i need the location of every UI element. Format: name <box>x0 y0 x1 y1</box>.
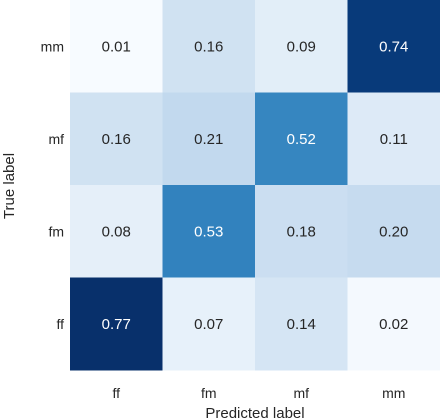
heatmap-cell <box>255 277 348 371</box>
heatmap-cell <box>347 0 440 93</box>
heatmap-cell <box>70 185 163 278</box>
cell-value-label: 0.53 <box>194 223 223 240</box>
heatmap-cell <box>70 277 163 371</box>
heatmap-cell <box>162 0 256 93</box>
cell-value-label: 0.21 <box>194 131 223 148</box>
cell-value-label: 0.16 <box>102 131 131 148</box>
heatmap-cell <box>347 277 440 371</box>
y-tick-label: fm <box>48 223 64 239</box>
heatmap-cell <box>162 277 256 371</box>
y-tick-label: mm <box>41 38 64 54</box>
x-axis-ticks: ff fm mf mm <box>112 385 405 401</box>
cell-value-label: 0.02 <box>379 316 408 333</box>
cell-value-label: 0.20 <box>379 223 408 240</box>
heatmap-cell <box>255 0 348 93</box>
cell-value-label: 0.16 <box>194 38 223 55</box>
y-axis-label: True label <box>1 153 18 219</box>
heatmap-cell <box>70 0 163 93</box>
cell-value-label: 0.18 <box>287 223 316 240</box>
cell-value-label: 0.08 <box>102 223 131 240</box>
heatmap-cells <box>70 0 440 371</box>
heatmap-cell <box>347 92 440 186</box>
x-tick-label: mf <box>293 385 309 401</box>
x-tick-label: ff <box>112 385 120 401</box>
cell-value-label: 0.14 <box>287 316 316 333</box>
heatmap-cell <box>162 92 256 186</box>
cell-value-label: 0.11 <box>380 131 408 148</box>
x-tick-label: mm <box>382 385 405 401</box>
cell-value-label: 0.74 <box>379 38 408 55</box>
heatmap-cell <box>347 185 440 278</box>
cell-value-label: 0.01 <box>102 38 131 55</box>
cell-value-label: 0.77 <box>102 316 131 333</box>
y-axis-ticks: mm mf fm ff <box>41 38 64 332</box>
heatmap-cell <box>70 92 163 186</box>
heatmap-cell <box>255 185 348 278</box>
cell-value-label: 0.52 <box>287 131 316 148</box>
x-axis-label: Predicted label <box>205 405 304 420</box>
cell-value-label: 0.07 <box>194 316 223 333</box>
heatmap-cell <box>162 185 256 278</box>
y-tick-label: ff <box>56 316 64 332</box>
y-tick-label: mf <box>48 131 64 147</box>
cell-value-label: 0.09 <box>287 38 316 55</box>
cell-value-labels: 0.01 0.16 0.09 0.74 0.16 0.21 0.52 0.11 0.08 0.53… <box>102 38 409 333</box>
x-tick-label: fm <box>201 385 217 401</box>
heatmap-cell <box>255 92 348 186</box>
